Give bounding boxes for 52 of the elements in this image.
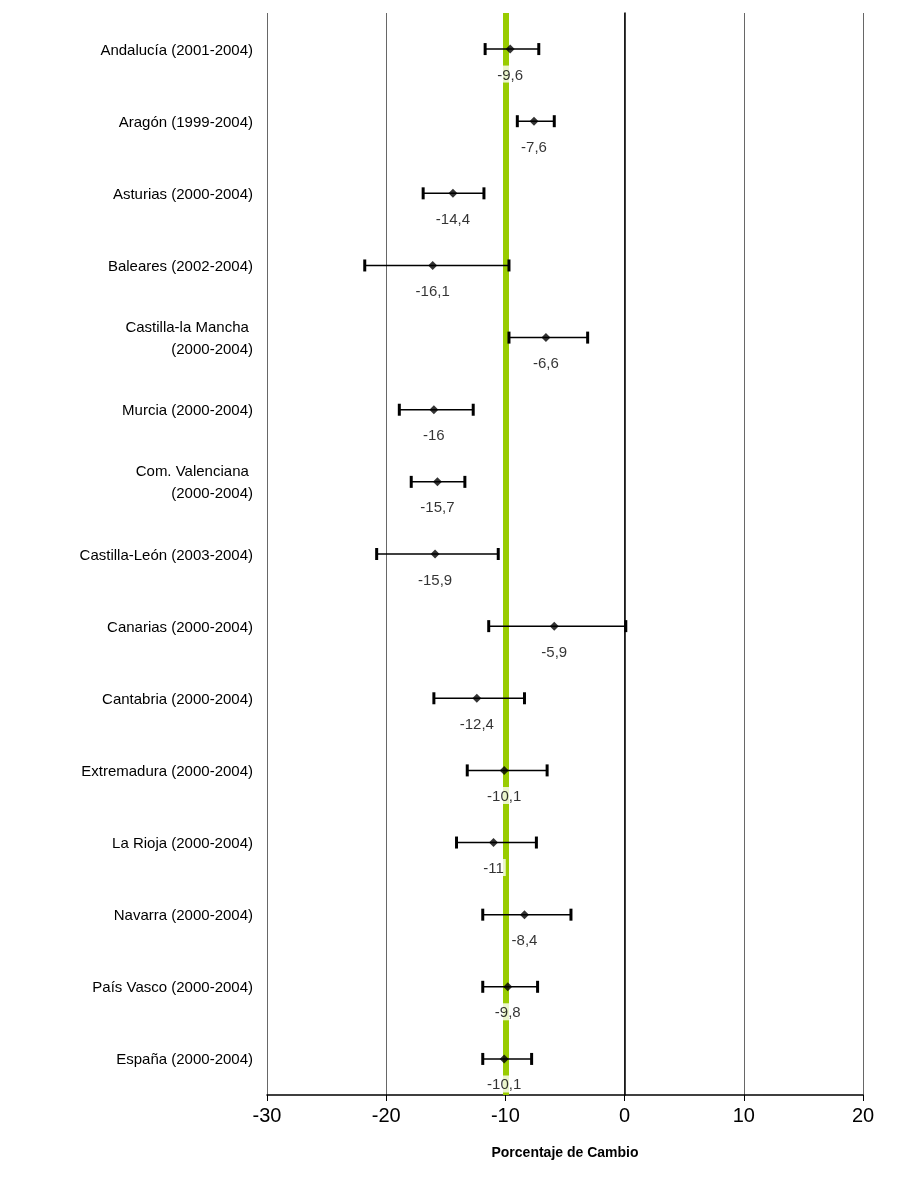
data-label: -12,4 xyxy=(459,714,494,732)
point xyxy=(499,765,509,775)
y-tick-label: Andalucía (2001-2004) xyxy=(100,40,253,58)
data-label: -10,1 xyxy=(487,786,522,804)
y-tick-label: País Vasco (2000-2004) xyxy=(92,978,253,996)
y-tick-label: La Rioja (2000-2004) xyxy=(112,834,253,852)
data-label: -15,7 xyxy=(420,498,455,516)
x-tick-label: 10 xyxy=(732,1104,755,1126)
x-axis-title: Porcentaje de Cambio xyxy=(491,1144,639,1160)
data-label: -7,6 xyxy=(521,137,547,155)
data-label: -5,9 xyxy=(541,642,568,660)
data-label: -9,8 xyxy=(494,1003,521,1021)
y-tick-label: Aragón (1999-2004) xyxy=(118,112,253,130)
y-tick-label: Cantabria (2000-2004) xyxy=(102,689,253,707)
data-label: -8,4 xyxy=(511,931,538,949)
point xyxy=(428,260,438,270)
x-tick-label: -20 xyxy=(371,1104,401,1126)
y-tick-label: Castilla-la Mancha (2000-2004) xyxy=(125,318,253,358)
data-label: -15,9 xyxy=(417,570,453,588)
y-tick-label: Canarias (2000-2004) xyxy=(107,617,253,635)
x-tick-label: -10 xyxy=(490,1104,520,1126)
point xyxy=(429,405,439,415)
data-label: -14,4 xyxy=(435,209,471,227)
point xyxy=(505,44,515,54)
y-tick-label: Castilla-León (2003-2004) xyxy=(79,545,253,563)
point xyxy=(549,621,559,631)
point xyxy=(472,693,482,703)
point xyxy=(432,477,442,487)
y-tick-label: Baleares (2002-2004) xyxy=(107,256,253,274)
point xyxy=(541,333,551,343)
data-label: -16,1 xyxy=(415,281,450,299)
y-tick-label: Murcia (2000-2004) xyxy=(122,401,253,419)
point xyxy=(499,1054,509,1064)
x-tick-label: 0 xyxy=(619,1104,631,1126)
x-tick-label: 20 xyxy=(851,1104,875,1126)
y-tick-label: Navarra (2000-2004) xyxy=(113,906,253,924)
data-label: -6,6 xyxy=(533,354,559,372)
y-tick-label: España (2000-2004) xyxy=(116,1050,253,1068)
data-label: -11 xyxy=(483,859,504,877)
y-tick-label: Extremadura (2000-2004) xyxy=(81,761,253,779)
point xyxy=(503,982,513,992)
point xyxy=(448,188,458,198)
data-label: -10,1 xyxy=(487,1075,522,1093)
y-tick-label: Asturias (2000-2004) xyxy=(112,184,253,202)
x-tick-label: -30 xyxy=(252,1104,282,1126)
point xyxy=(519,910,529,920)
point xyxy=(488,838,498,848)
data-label: -16 xyxy=(423,426,445,444)
y-tick-label: Com. Valenciana (2000-2004) xyxy=(135,462,253,502)
data-label: -9,6 xyxy=(497,65,524,83)
point xyxy=(430,549,440,559)
point xyxy=(529,116,539,126)
